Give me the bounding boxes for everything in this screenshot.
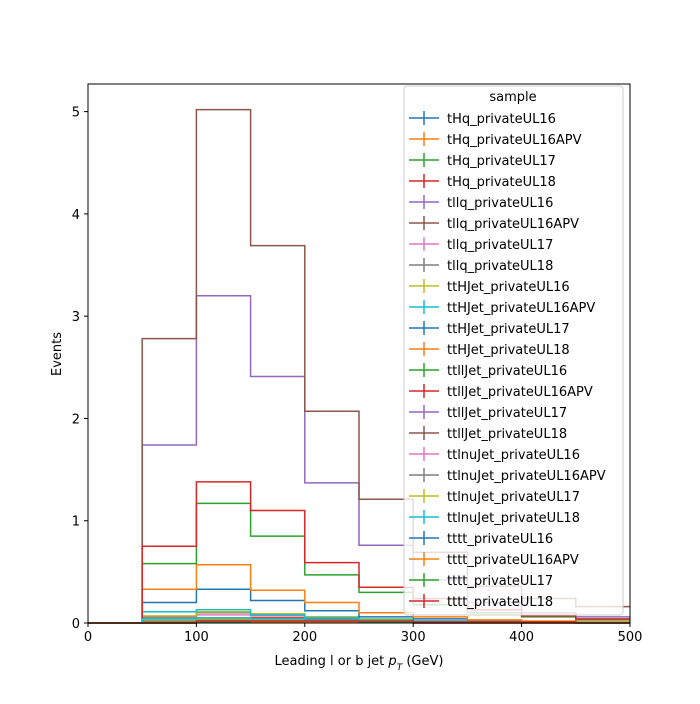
x-tick-label: 100 bbox=[184, 630, 209, 645]
legend-item: tllq_privateUL16APV bbox=[409, 216, 579, 232]
x-tick-label: 200 bbox=[292, 630, 317, 645]
legend-item: tttt_privateUL16APV bbox=[409, 552, 579, 568]
legend-item: tllq_privateUL17 bbox=[409, 237, 553, 253]
legend-label: ttllJet_privateUL17 bbox=[447, 406, 567, 421]
legend-label: ttlnuJet_privateUL18 bbox=[447, 511, 580, 526]
legend: sample tHq_privateUL16 tHq_privateUL16APV… bbox=[403, 85, 624, 616]
legend-label: tHq_privateUL16 bbox=[447, 112, 556, 127]
legend-item: ttlnuJet_privateUL18 bbox=[409, 510, 580, 526]
legend-label: tttt_privateUL16 bbox=[447, 532, 553, 547]
legend-item: ttHJet_privateUL16APV bbox=[409, 300, 595, 316]
y-axis: 0 1 2 3 4 5 bbox=[72, 106, 88, 632]
x-tick-label: 400 bbox=[509, 630, 534, 645]
legend-label: ttlnuJet_privateUL16 bbox=[447, 448, 580, 463]
legend-label: ttHJet_privateUL18 bbox=[447, 343, 570, 358]
x-axis: 0 100 200 300 400 500 bbox=[84, 623, 643, 645]
legend-item: tHq_privateUL18 bbox=[409, 174, 556, 190]
x-tick-label: 500 bbox=[618, 630, 643, 645]
x-tick-label: 0 bbox=[84, 630, 92, 645]
legend-label: ttllJet_privateUL16APV bbox=[447, 385, 593, 400]
legend-item: tllq_privateUL18 bbox=[409, 258, 553, 274]
y-tick-label: 4 bbox=[72, 208, 80, 223]
legend-label: ttHJet_privateUL17 bbox=[447, 322, 570, 337]
legend-label: tllq_privateUL16APV bbox=[447, 217, 579, 232]
legend-item: tHq_privateUL16APV bbox=[409, 132, 582, 148]
legend-item: ttHJet_privateUL17 bbox=[409, 321, 570, 337]
y-tick-label: 2 bbox=[72, 412, 80, 427]
x-tick-label: 300 bbox=[401, 630, 426, 645]
legend-item: ttlnuJet_privateUL16 bbox=[409, 447, 580, 463]
legend-item: tHq_privateUL16 bbox=[409, 111, 556, 127]
legend-item: tttt_privateUL18 bbox=[409, 594, 553, 610]
legend-item: ttllJet_privateUL16APV bbox=[409, 384, 593, 400]
legend-entries: tHq_privateUL16 tHq_privateUL16APV tHq_pri… bbox=[409, 111, 606, 610]
legend-label: tttt_privateUL18 bbox=[447, 595, 553, 610]
legend-item: tHq_privateUL17 bbox=[409, 153, 556, 169]
y-tick-label: 0 bbox=[72, 617, 80, 632]
legend-frame bbox=[403, 85, 624, 616]
legend-label: ttllJet_privateUL18 bbox=[447, 427, 567, 442]
legend-item: tllq_privateUL16 bbox=[409, 195, 553, 211]
legend-label: tHq_privateUL17 bbox=[447, 154, 556, 169]
y-tick-label: 1 bbox=[72, 515, 80, 530]
legend-item: ttllJet_privateUL16 bbox=[409, 363, 567, 379]
legend-label: ttHJet_privateUL16APV bbox=[447, 301, 595, 316]
x-axis-label: Leading l or b jet pT (GeV) bbox=[275, 654, 444, 673]
legend-item: ttllJet_privateUL18 bbox=[409, 426, 567, 442]
legend-label: tllq_privateUL16 bbox=[447, 196, 553, 211]
plot-frame bbox=[87, 83, 631, 624]
legend-label: tllq_privateUL17 bbox=[447, 238, 553, 253]
legend-title: sample bbox=[489, 90, 536, 105]
legend-label: ttlnuJet_privateUL16APV bbox=[447, 469, 606, 484]
legend-item: ttHJet_privateUL16 bbox=[409, 279, 570, 295]
legend-label: tHq_privateUL18 bbox=[447, 175, 556, 190]
legend-label: ttllJet_privateUL16 bbox=[447, 364, 567, 379]
legend-label: tllq_privateUL18 bbox=[447, 259, 553, 274]
legend-item: ttlnuJet_privateUL17 bbox=[409, 489, 580, 505]
y-tick-label: 5 bbox=[72, 106, 80, 121]
legend-label: tHq_privateUL16APV bbox=[447, 133, 582, 148]
legend-label: tttt_privateUL17 bbox=[447, 574, 553, 589]
series-line-ttHJet_privateUL18 bbox=[88, 563, 630, 624]
y-tick-label: 3 bbox=[72, 310, 80, 325]
legend-label: ttlnuJet_privateUL17 bbox=[447, 490, 580, 505]
legend-item: tttt_privateUL17 bbox=[409, 573, 553, 589]
legend-item: ttllJet_privateUL17 bbox=[409, 405, 567, 421]
legend-item: ttlnuJet_privateUL16APV bbox=[409, 468, 606, 484]
y-axis-label: Events bbox=[50, 332, 65, 376]
legend-label: ttHJet_privateUL16 bbox=[447, 280, 570, 295]
legend-item: ttHJet_privateUL18 bbox=[409, 342, 570, 358]
legend-label: tttt_privateUL16APV bbox=[447, 553, 579, 568]
legend-item: tttt_privateUL16 bbox=[409, 531, 553, 547]
